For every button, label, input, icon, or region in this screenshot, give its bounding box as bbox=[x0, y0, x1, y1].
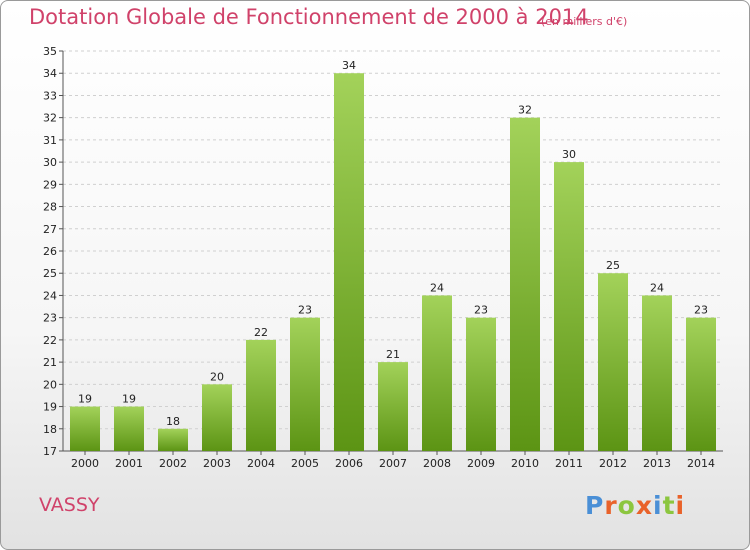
chart-subtitle: (en milliers d'€) bbox=[541, 15, 628, 28]
x-tick-label: 2011 bbox=[555, 457, 583, 470]
y-tick-label: 19 bbox=[43, 401, 57, 414]
data-label-2003: 20 bbox=[210, 370, 224, 383]
data-labels: 19 19 18 20 22 23 34 21 24 23 32 30 25 24 23 bbox=[78, 59, 708, 428]
y-tick-label: 26 bbox=[43, 245, 57, 258]
x-tick-label: 2001 bbox=[115, 457, 143, 470]
x-tick-label: 2008 bbox=[423, 457, 451, 470]
data-label-2011: 30 bbox=[562, 148, 576, 161]
y-tick-label: 20 bbox=[43, 378, 57, 391]
x-tick-label: 2007 bbox=[379, 457, 407, 470]
bar-2013 bbox=[642, 295, 672, 451]
data-label-2009: 23 bbox=[474, 304, 488, 317]
data-label-2002: 18 bbox=[166, 415, 180, 428]
x-tick-label: 2012 bbox=[599, 457, 627, 470]
data-label-2004: 22 bbox=[254, 326, 268, 339]
bar-2009 bbox=[466, 317, 496, 451]
y-tick-label: 24 bbox=[43, 289, 57, 302]
bar-2002 bbox=[158, 428, 188, 451]
bars bbox=[70, 73, 716, 452]
data-label-2006: 34 bbox=[342, 59, 356, 72]
y-tick-labels: 17 18 19 20 21 22 23 24 25 26 27 28 29 30 31 32 33 34 35 bbox=[43, 45, 57, 458]
x-tick-label: 2006 bbox=[335, 457, 363, 470]
bar-2005 bbox=[290, 317, 320, 451]
y-tick-label: 23 bbox=[43, 312, 57, 325]
data-label-2000: 19 bbox=[78, 393, 92, 406]
data-label-2012: 25 bbox=[606, 259, 620, 272]
logo-letter: x bbox=[635, 491, 653, 520]
y-tick-label: 28 bbox=[43, 201, 57, 214]
proxiti-logo: Proxiti bbox=[585, 491, 685, 520]
y-tick-label: 34 bbox=[43, 67, 57, 80]
bar-2007 bbox=[378, 362, 408, 451]
logo-letter: P bbox=[585, 491, 605, 520]
logo-letter: r bbox=[604, 491, 618, 520]
logo-letter: i bbox=[675, 491, 686, 520]
data-label-2014: 23 bbox=[694, 304, 708, 317]
y-tick-label: 30 bbox=[43, 156, 57, 169]
x-tick-label: 2004 bbox=[247, 457, 275, 470]
y-tick-label: 29 bbox=[43, 178, 57, 191]
x-tick-label: 2010 bbox=[511, 457, 539, 470]
bar-2010 bbox=[510, 117, 540, 452]
x-tick-label: 2002 bbox=[159, 457, 187, 470]
x-tick-label: 2005 bbox=[291, 457, 319, 470]
bar-2008 bbox=[422, 295, 452, 451]
bar-2011 bbox=[554, 162, 584, 451]
x-tick-label: 2009 bbox=[467, 457, 495, 470]
x-tick-label: 2000 bbox=[71, 457, 99, 470]
y-tick-label: 18 bbox=[43, 423, 57, 436]
y-tick-label: 35 bbox=[43, 45, 57, 58]
bar-2004 bbox=[246, 339, 276, 451]
data-label-2008: 24 bbox=[430, 281, 444, 294]
y-tick-label: 21 bbox=[43, 356, 57, 369]
y-tick-label: 33 bbox=[43, 89, 57, 102]
x-tick-label: 2003 bbox=[203, 457, 231, 470]
data-label-2001: 19 bbox=[122, 393, 136, 406]
logo-letter: t bbox=[662, 491, 676, 520]
data-label-2005: 23 bbox=[298, 304, 312, 317]
y-tick-label: 27 bbox=[43, 223, 57, 236]
data-label-2010: 32 bbox=[518, 104, 532, 117]
commune-name: VASSY bbox=[39, 494, 100, 516]
y-tick-label: 25 bbox=[43, 267, 57, 280]
bar-2006 bbox=[334, 73, 364, 451]
data-label-2013: 24 bbox=[650, 281, 664, 294]
logo-letter: i bbox=[653, 491, 663, 520]
y-tick-label: 31 bbox=[43, 134, 57, 147]
bar-2012 bbox=[598, 273, 628, 451]
y-tick-label: 32 bbox=[43, 112, 57, 125]
bar-2001 bbox=[114, 406, 144, 451]
logo-letter: o bbox=[617, 491, 636, 520]
data-label-2007: 21 bbox=[386, 348, 400, 361]
y-tick-label: 22 bbox=[43, 334, 57, 347]
chart-title: Dotation Globale de Fonctionnement de 20… bbox=[29, 5, 589, 29]
bar-2014 bbox=[686, 317, 716, 451]
bar-2003 bbox=[202, 384, 232, 451]
bar-2000 bbox=[70, 406, 100, 451]
y-tick-label: 17 bbox=[43, 445, 57, 458]
x-tick-label: 2014 bbox=[687, 457, 715, 470]
x-tick-label: 2013 bbox=[643, 457, 671, 470]
x-tick-labels: 2000 2001 2002 2003 2004 2005 2006 2007 2008 2009… bbox=[71, 457, 715, 470]
